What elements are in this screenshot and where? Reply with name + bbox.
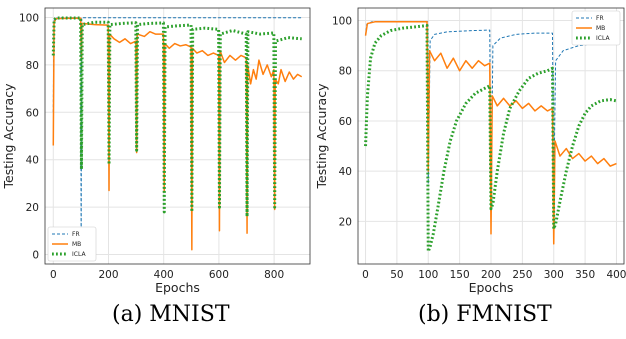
y-tick-label: 100 [332, 16, 352, 28]
plot-frame [44, 7, 311, 265]
legend: FR MB ICLA [47, 226, 97, 262]
x-axis-label: Epochs [469, 280, 514, 295]
chart-fmnist: 20 40 60 80 100 0 50 100 150 200 250 300 350 400 Epoch… [314, 7, 626, 295]
x-tick-label: 100 [418, 269, 438, 281]
x-tick-label: 400 [154, 269, 174, 281]
legend-label-mb: MB [596, 25, 605, 32]
legend: FR MB ICLA [571, 10, 621, 46]
x-tick-label: 800 [264, 269, 284, 281]
x-axis-label: Epochs [155, 280, 200, 295]
x-tick-label: 0 [362, 269, 369, 281]
plot-frame [357, 7, 625, 265]
y-tick-label: 40 [339, 166, 352, 178]
y-axis-label: Testing Accuracy [314, 83, 329, 190]
x-tick-label: 150 [450, 269, 470, 281]
y-tick-label: 100 [19, 12, 39, 24]
y-tick-label: 0 [32, 250, 39, 262]
legend-label-fr: FR [596, 15, 604, 22]
x-tick-label: 50 [390, 269, 403, 281]
y-axis-label: Testing Accuracy [1, 83, 16, 190]
legend-label-fr: FR [72, 231, 80, 238]
y-tick-label: 60 [26, 107, 39, 119]
series-line-mb [52, 17, 303, 251]
x-tick-label: 600 [209, 269, 229, 281]
chart-mnist: 0 20 40 60 80 100 0 200 400 600 800 Epochs Testing A… [1, 7, 311, 295]
x-tick-label: 200 [98, 269, 118, 281]
x-tick-label: 250 [512, 269, 532, 281]
series-line-icla [364, 24, 617, 253]
caption-mnist: (a) MNIST [112, 302, 230, 327]
series-line-icla [51, 16, 302, 219]
x-tick-label: 200 [481, 269, 501, 281]
legend-label-icla: ICLA [72, 251, 86, 258]
legend-label-mb: MB [72, 241, 81, 248]
y-tick-label: 40 [26, 155, 39, 167]
x-tick-label: 300 [544, 269, 564, 281]
legend-label-icla: ICLA [596, 35, 610, 42]
series-line-fr [52, 17, 302, 253]
y-tick-label: 80 [339, 66, 352, 78]
x-tick-label: 0 [50, 269, 57, 281]
series-line-mb [364, 21, 617, 245]
x-tick-label: 400 [606, 269, 626, 281]
caption-fmnist: (b) FMNIST [418, 302, 552, 327]
y-tick-label: 60 [339, 116, 352, 128]
x-tick-label: 350 [575, 269, 595, 281]
y-tick-label: 20 [339, 216, 352, 228]
y-tick-label: 20 [26, 202, 39, 214]
y-tick-label: 80 [26, 60, 39, 72]
